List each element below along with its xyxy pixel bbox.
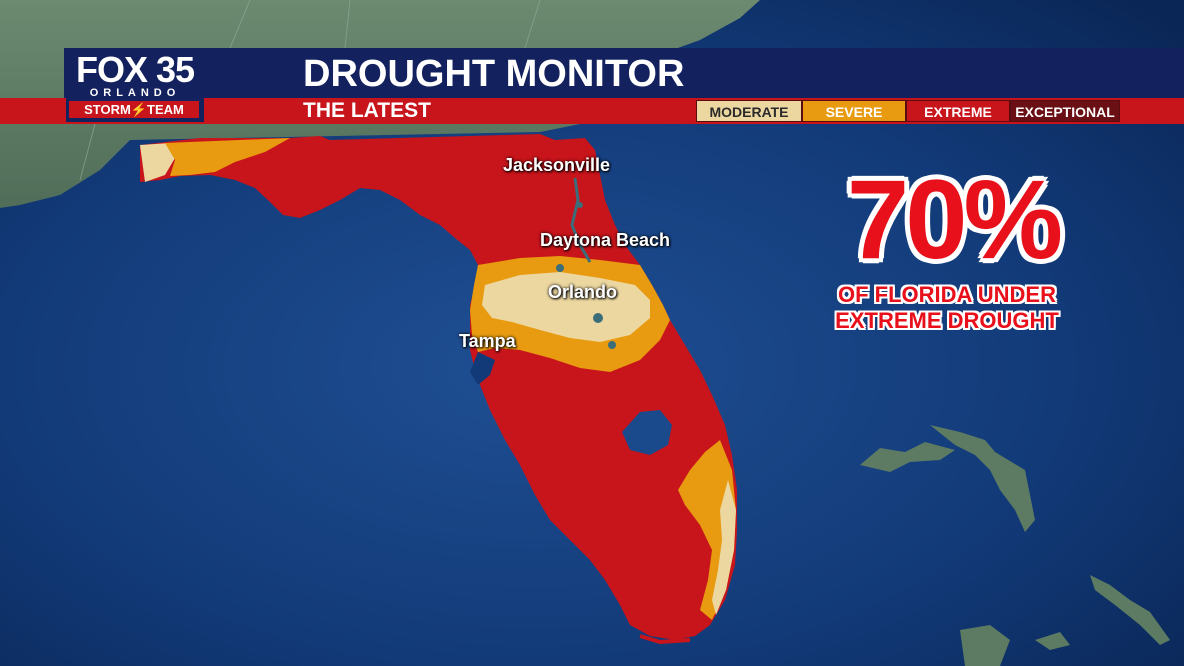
legend-moderate: MODERATE	[696, 100, 802, 122]
lake	[556, 264, 564, 272]
st-johns-river	[570, 177, 592, 263]
drought-moderate-area	[140, 143, 175, 182]
bahamas-island	[860, 442, 955, 472]
city-label-daytona-beach: Daytona Beach	[540, 230, 671, 250]
cuba-island	[960, 625, 1010, 666]
bahamas-island	[930, 425, 1035, 532]
bahamas-island	[1035, 632, 1070, 650]
state-border	[79, 0, 541, 181]
header-banner	[64, 48, 1184, 98]
drought-legend: MODERATE SEVERE EXTREME EXCEPTIONAL	[696, 100, 1120, 122]
drought-moderate-area	[482, 272, 650, 342]
city-label-jacksonville: Jacksonville	[503, 155, 611, 175]
legend-exceptional: EXCEPTIONAL	[1010, 100, 1120, 122]
bahamas-island	[1090, 575, 1170, 645]
florida-keys	[639, 634, 691, 645]
drought-moderate-area	[712, 480, 736, 615]
callout-line-1: OF FLORIDA UNDER	[838, 282, 1056, 307]
page-title: DROUGHT MONITOR	[303, 53, 685, 95]
tampa-bay	[470, 352, 495, 385]
station-logo: FOX 35 ORLANDO STORM⚡TEAM	[66, 50, 204, 122]
drought-severe-area	[165, 138, 290, 176]
city-label-tampa: Tampa	[459, 331, 516, 351]
legend-severe: SEVERE	[802, 100, 906, 122]
lake-okeechobee	[622, 410, 672, 455]
lake	[593, 313, 603, 323]
logo-station: FOX 35	[75, 49, 195, 90]
logo-team: STORM⚡TEAM	[69, 101, 199, 118]
callout-line-2: EXTREME DROUGHT	[835, 308, 1059, 333]
lake	[608, 341, 616, 349]
city-label-orlando: Orlando	[548, 282, 618, 302]
page-subtitle: THE LATEST	[303, 99, 431, 122]
logo-city: ORLANDO	[89, 87, 181, 99]
legend-extreme: EXTREME	[906, 100, 1010, 122]
drought-percentage: 70%	[846, 157, 1063, 282]
